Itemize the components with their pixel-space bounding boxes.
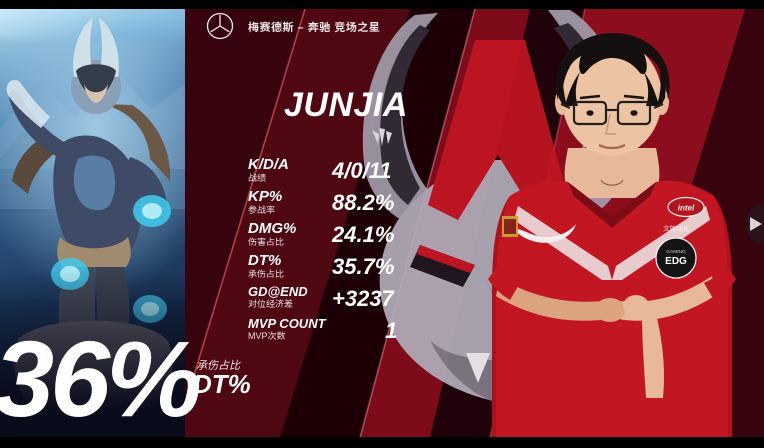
svg-text:GAMING: GAMING xyxy=(666,249,686,255)
svg-text:EDG: EDG xyxy=(665,256,687,267)
svg-text:intel: intel xyxy=(678,204,695,213)
svg-text:文旅动北: 文旅动北 xyxy=(663,225,690,233)
